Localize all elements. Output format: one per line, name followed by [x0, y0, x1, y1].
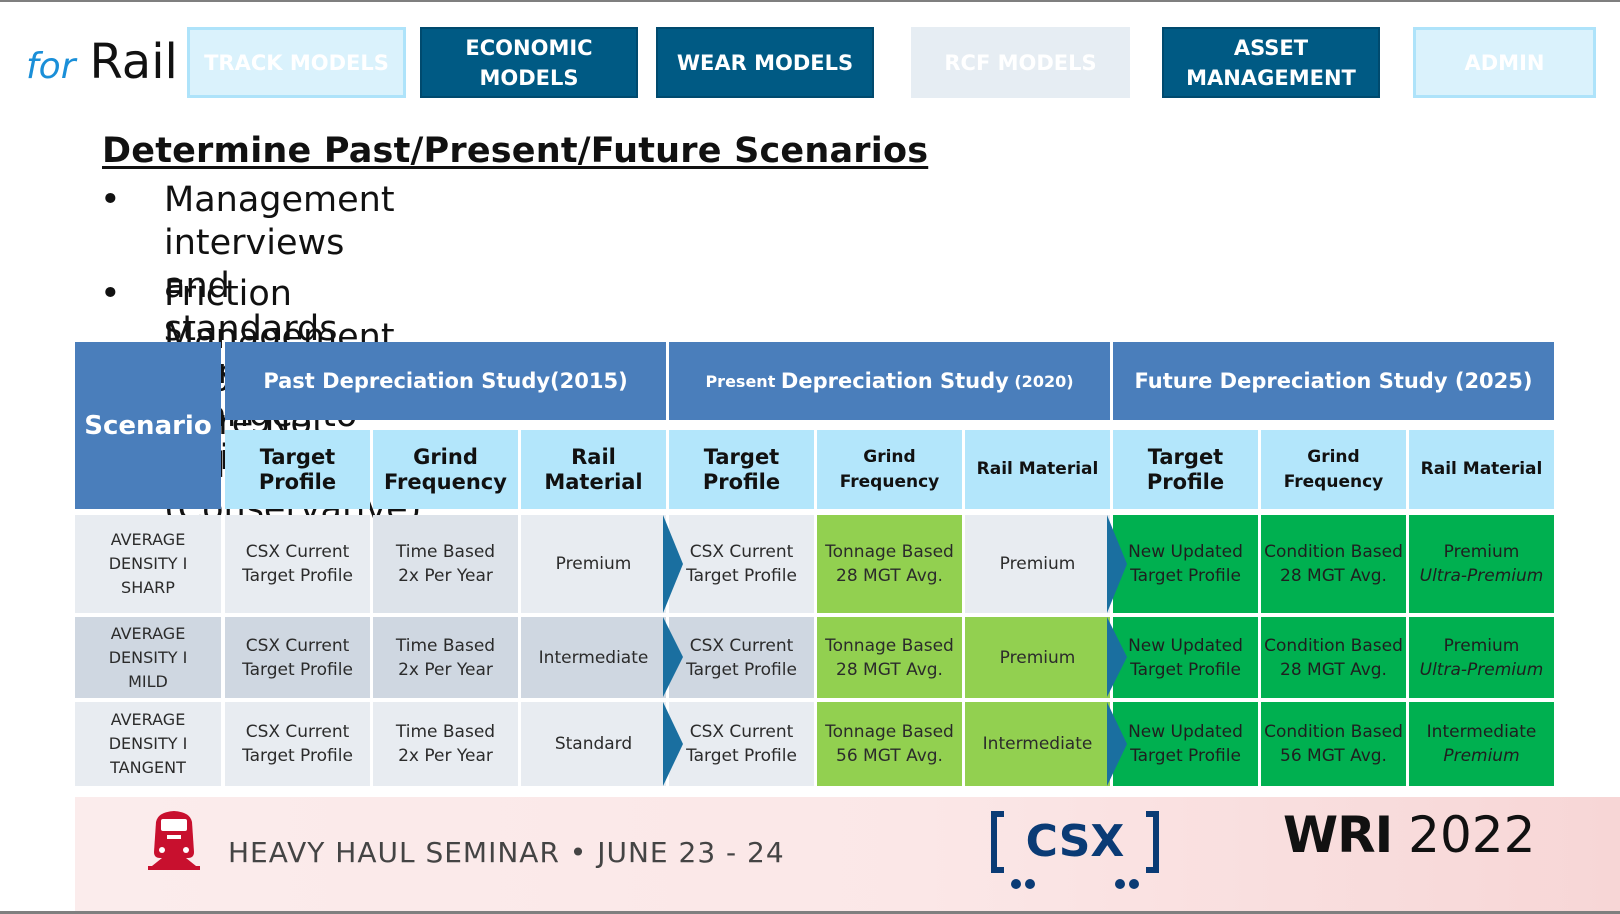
table-cell: Condition Based 56 MGT Avg.: [1261, 702, 1406, 786]
table-cell: Condition Based 28 MGT Avg.: [1261, 515, 1406, 613]
study-header-2: Present Depreciation Study (2020): [669, 342, 1110, 420]
table-cell: CSX Current Target Profile: [225, 617, 370, 698]
table-cell: Standard: [521, 702, 666, 786]
bullet-dot: •: [100, 180, 121, 220]
wri-year: 2022: [1408, 806, 1536, 864]
subheader-6: Rail Material: [965, 430, 1110, 509]
material-main: Premium: [1443, 635, 1520, 656]
arrow-icon: [1107, 515, 1127, 613]
table-cell: Intermediate: [521, 617, 666, 698]
arrow-icon: [663, 515, 683, 613]
material-main: Intermediate: [1426, 722, 1537, 742]
table-cell: CSX Current Target Profile: [669, 702, 814, 786]
study-header-label: Past Depreciation Study(2015): [263, 369, 628, 393]
table-cell: Condition Based 28 MGT Avg.: [1261, 617, 1406, 698]
study-header-3: Future Depreciation Study (2025): [1113, 342, 1554, 420]
arrow-icon: [663, 702, 683, 786]
study-header-prefix: Present: [705, 371, 781, 391]
logo-for: for: [26, 46, 76, 87]
subheader-8: Grind Frequency: [1261, 430, 1406, 509]
nav-button-economic-models[interactable]: ECONOMIC MODELS: [420, 27, 638, 98]
nav-button-rcf-models[interactable]: RCF MODELS: [911, 27, 1130, 98]
nav-button-asset-management[interactable]: ASSET MANAGEMENT: [1162, 27, 1380, 98]
table-cell: Tonnage Based 56 MGT Avg.: [817, 702, 962, 786]
bullet-dot: •: [100, 274, 121, 314]
table-cell: CSX Current Target Profile: [225, 515, 370, 613]
table-cell: Time Based 2x Per Year: [373, 515, 518, 613]
seminar-title: HEAVY HAUL SEMINAR • JUNE 23 - 24: [228, 836, 785, 869]
logo-rail: Rail: [89, 34, 178, 90]
app-logo[interactable]: for Rail: [26, 34, 178, 96]
material-alt: Ultra-Premium: [1419, 659, 1544, 680]
table-cell-future-material: Premium Ultra-Premium: [1409, 617, 1554, 698]
table-cell: Time Based 2x Per Year: [373, 617, 518, 698]
table-cell: Premium: [521, 515, 666, 613]
subheader-2: Grind Frequency: [373, 430, 518, 509]
scenario-cell: AVERAGE DENSITY I TANGENT: [75, 702, 221, 786]
subheader-7: Target Profile: [1113, 430, 1258, 509]
subheader-9: Rail Material: [1409, 430, 1554, 509]
arrow-icon: [1107, 617, 1127, 697]
table-cell: Intermediate: [965, 702, 1110, 786]
table-cell: Premium: [965, 515, 1110, 613]
page-heading: Determine Past/Present/Future Scenarios: [102, 131, 929, 171]
arrow-icon: [663, 617, 683, 697]
table-cell: CSX Current Target Profile: [669, 617, 814, 698]
table-cell: Tonnage Based 28 MGT Avg.: [817, 515, 962, 613]
study-header-1: Past Depreciation Study(2015): [225, 342, 666, 420]
bottom-border: [0, 911, 1620, 914]
scenario-header: Scenario: [75, 342, 221, 509]
table-cell: Premium: [965, 617, 1110, 698]
arrow-icon: [1107, 702, 1127, 786]
footer-banner: [75, 797, 1620, 911]
table-cell-future-material: Intermediate Premium: [1409, 702, 1554, 786]
wri-text: WRI: [1283, 806, 1393, 864]
nav-button-track-models[interactable]: TRACK MODELS: [187, 27, 406, 98]
subheader-4: Target Profile: [669, 430, 814, 509]
csx-logo-text: CSX: [1026, 816, 1125, 867]
table-cell: New Updated Target Profile: [1113, 617, 1258, 698]
nav-button-wear-models[interactable]: WEAR MODELS: [656, 27, 874, 98]
top-border: [0, 0, 1620, 2]
train-icon: [148, 811, 200, 870]
subheader-3: Rail Material: [521, 430, 666, 509]
table-cell-future-material: Premium Ultra-Premium: [1409, 515, 1554, 613]
subheader-1: Target Profile: [225, 430, 370, 509]
subheader-5: Grind Frequency: [817, 430, 962, 509]
scenario-cell: AVERAGE DENSITY I SHARP: [75, 515, 221, 613]
scenario-cell: AVERAGE DENSITY I MILD: [75, 617, 221, 698]
study-header-label: Depreciation Study: [780, 369, 1009, 393]
table-cell: Time Based 2x Per Year: [373, 702, 518, 786]
study-header-suffix: (2020): [1008, 371, 1074, 391]
table-cell: CSX Current Target Profile: [225, 702, 370, 786]
table-cell: New Updated Target Profile: [1113, 702, 1258, 786]
table-cell: New Updated Target Profile: [1113, 515, 1258, 613]
material-main: Premium: [1443, 542, 1520, 562]
nav-button-admin[interactable]: ADMIN: [1413, 27, 1596, 98]
wri-logo: WRI 2022: [1283, 806, 1535, 864]
material-alt: Ultra-Premium: [1419, 566, 1544, 586]
material-alt: Premium: [1443, 746, 1520, 766]
study-header-label: Future Depreciation Study (2025): [1134, 369, 1533, 393]
table-cell: CSX Current Target Profile: [669, 515, 814, 613]
csx-logo: CSX: [991, 811, 1159, 889]
table-cell: Tonnage Based 28 MGT Avg.: [817, 617, 962, 698]
